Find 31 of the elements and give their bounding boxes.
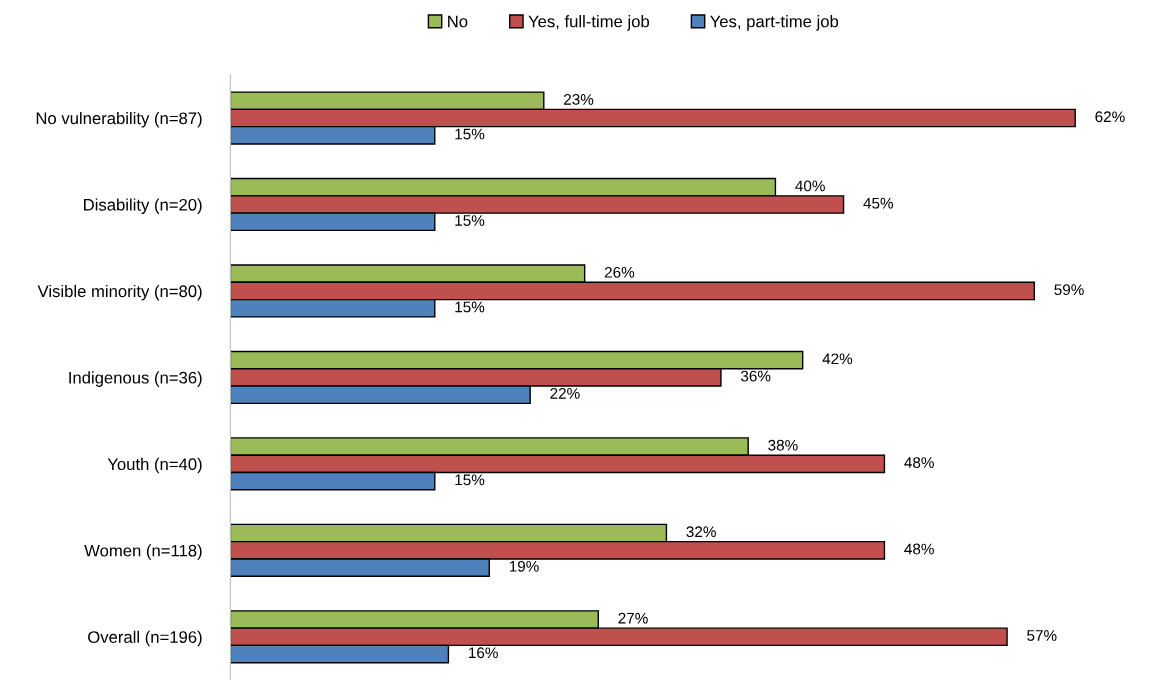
- data-label: 15%: [455, 301, 485, 313]
- data-label: 45%: [863, 197, 894, 209]
- data-label: 27%: [618, 612, 648, 624]
- data-label: 42%: [822, 353, 853, 365]
- legend-label: Yes, full-time job: [528, 15, 650, 31]
- y-tick-label: Women (n=118): [84, 544, 202, 560]
- data-label: 16%: [469, 647, 498, 659]
- y-tick-label: Disability (n=20): [84, 198, 202, 214]
- data-label: 15%: [455, 128, 485, 140]
- data-label: 26%: [604, 266, 635, 278]
- data-label: 19%: [509, 560, 539, 572]
- data-label: 15%: [455, 474, 485, 486]
- y-tick-label: Youth (n=40): [107, 457, 202, 474]
- y-tick-label: Indigenous (n=36): [69, 371, 202, 387]
- y-tick-label: Overall (n=196): [88, 630, 202, 647]
- legend-label: No: [448, 15, 468, 28]
- y-tick-label: No vulnerability (n=87): [36, 111, 202, 128]
- data-label: 36%: [740, 370, 771, 382]
- data-label: 22%: [550, 387, 580, 399]
- data-label: 59%: [1054, 284, 1084, 296]
- data-label: 62%: [1095, 111, 1125, 123]
- data-label: 38%: [768, 439, 798, 451]
- data-label: 15%: [455, 215, 485, 226]
- data-label: 57%: [1027, 630, 1057, 641]
- y-tick-label: Visible minority (n=80): [37, 284, 202, 301]
- data-label: 32%: [686, 526, 716, 538]
- data-label: 23%: [564, 94, 594, 105]
- data-label: 48%: [904, 457, 934, 468]
- data-label: 48%: [904, 543, 934, 555]
- data-label: 40%: [795, 180, 825, 192]
- legend-label: Yes, part-time job: [710, 15, 839, 31]
